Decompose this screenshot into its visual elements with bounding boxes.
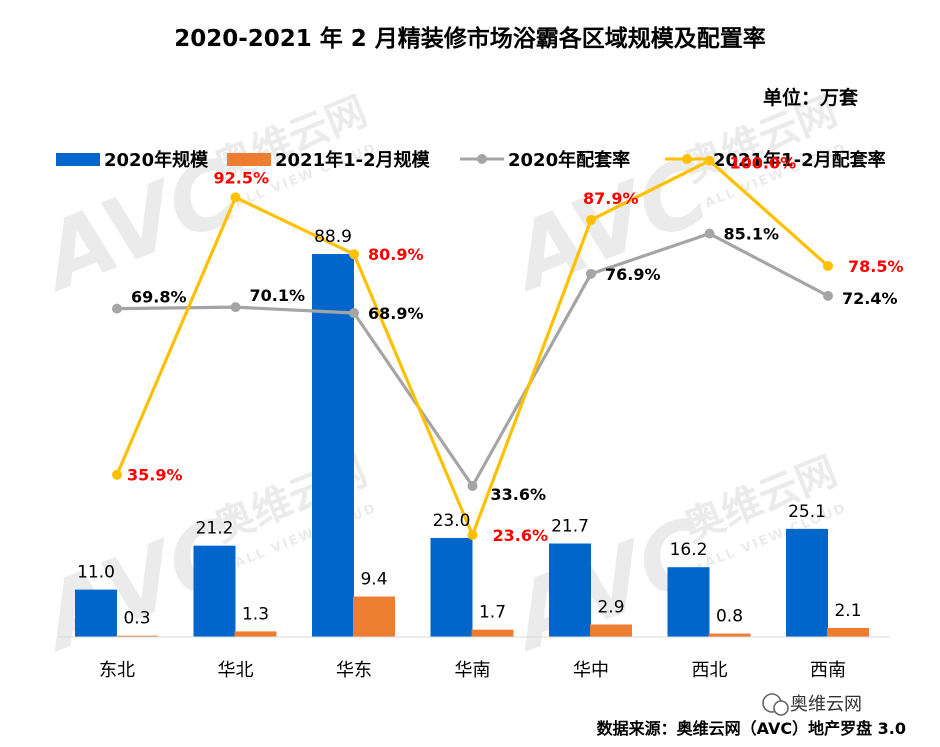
rate-point-2021-5 bbox=[704, 155, 715, 166]
source-note: 数据来源：奥维云网（AVC）地产罗盘 3.0 bbox=[597, 719, 906, 738]
legend-label-0: 2020年规模 bbox=[104, 149, 209, 171]
bar-2020-2 bbox=[312, 254, 354, 637]
legend-marker-3 bbox=[682, 154, 692, 164]
lines bbox=[112, 155, 833, 540]
rate-point-2020-4 bbox=[586, 268, 596, 279]
category-label-1: 华北 bbox=[218, 660, 254, 681]
legend: 2020年规模 2021年1-2月规模 2020年配套率 2021年1-2月配套率 bbox=[56, 149, 886, 171]
bar-label-2021-2: 9.4 bbox=[360, 570, 387, 590]
bar-2020-1 bbox=[193, 545, 236, 637]
rate-point-2020-3 bbox=[467, 481, 478, 491]
bar-label-2021-6: 2.1 bbox=[834, 601, 861, 621]
bar-label-2020-1: 21.2 bbox=[196, 519, 234, 539]
rate-point-2021-3 bbox=[467, 530, 478, 540]
wechat-icon-bubble bbox=[773, 700, 789, 716]
wechat-label: 奥维云网 bbox=[790, 694, 862, 715]
bar-label-2020-2: 88.9 bbox=[314, 227, 352, 247]
category-label-2: 华东 bbox=[336, 660, 372, 681]
rate-point-2020-6 bbox=[823, 290, 833, 301]
rate-point-2020-1 bbox=[230, 302, 241, 313]
rate-point-2020-5 bbox=[704, 228, 715, 239]
rate-label-2021-0: 35.9% bbox=[127, 466, 183, 485]
bar-2020-3 bbox=[430, 537, 473, 637]
category-label-5: 西北 bbox=[692, 660, 728, 681]
unit-label: 单位：万套 bbox=[763, 86, 859, 109]
category-label-0: 东北 bbox=[99, 660, 135, 681]
rate-label-2020-5: 85.1% bbox=[724, 225, 780, 244]
rate-point-2021-2 bbox=[349, 249, 359, 260]
bar-label-2021-3: 1.7 bbox=[479, 603, 506, 623]
bar-label-2020-6: 25.1 bbox=[788, 502, 826, 522]
rate-point-2020-2 bbox=[349, 308, 359, 319]
bar-2020-4 bbox=[549, 543, 591, 637]
category-axis: 东北 华北 华东 华南 华中 西北 西南 bbox=[99, 660, 846, 681]
rate-label-2021-2: 80.9% bbox=[368, 245, 424, 264]
bar-label-2021-0: 0.3 bbox=[123, 609, 150, 629]
bar-label-2020-4: 21.7 bbox=[551, 517, 589, 537]
legend-label-2: 2020年配套率 bbox=[508, 149, 630, 171]
watermark-2: AVC 奥维云网 ALL VIEW CLOUD bbox=[493, 88, 849, 312]
rate-line-2020 bbox=[116, 232, 829, 488]
chart-title: 2020-2021 年 2 月精装修市场浴霸各区域规模及配置率 bbox=[174, 25, 766, 52]
bar-label-2020-3: 23.0 bbox=[433, 511, 471, 531]
rate-point-2021-0 bbox=[112, 469, 122, 480]
rate-label-2021-6: 78.5% bbox=[848, 257, 904, 276]
bars bbox=[75, 254, 869, 637]
bar-label-2021-4: 2.9 bbox=[597, 598, 624, 618]
rate-point-2021-1 bbox=[230, 192, 241, 203]
rate-label-2021-5: 100.0% bbox=[730, 154, 797, 173]
legend-marker-2 bbox=[477, 154, 487, 164]
bar-2021-3 bbox=[471, 629, 514, 637]
legend-swatch-1 bbox=[227, 153, 271, 166]
category-label-6: 西南 bbox=[810, 660, 846, 681]
labels: 11.0 21.2 88.9 23.0 21.7 16.2 25.1 0.3 1.3 9.4 1.7… bbox=[77, 154, 903, 629]
legend-label-3: 2021年1-2月配套率 bbox=[713, 149, 886, 171]
bar-label-2021-5: 0.8 bbox=[716, 607, 743, 627]
bar-2020-6 bbox=[786, 528, 828, 637]
bar-2021-5 bbox=[708, 633, 751, 637]
bar-label-2020-5: 16.2 bbox=[670, 540, 708, 560]
category-label-4: 华中 bbox=[573, 660, 609, 681]
rate-label-2020-1: 70.1% bbox=[250, 286, 306, 305]
rate-label-2020-4: 76.9% bbox=[605, 265, 661, 284]
rate-point-2020-0 bbox=[112, 303, 122, 314]
bar-2021-1 bbox=[234, 631, 277, 637]
rate-label-2020-6: 72.4% bbox=[842, 289, 898, 308]
category-label-3: 华南 bbox=[455, 660, 491, 681]
legend-swatch-0 bbox=[56, 153, 100, 166]
wechat-tag: 奥维云网 bbox=[762, 693, 862, 716]
rate-label-2021-3: 23.6% bbox=[493, 526, 549, 545]
bar-2021-2 bbox=[353, 596, 395, 637]
rate-point-2021-4 bbox=[586, 214, 596, 225]
bar-2021-4 bbox=[590, 624, 632, 637]
bar-label-2021-1: 1.3 bbox=[242, 604, 269, 624]
legend-label-1: 2021年1-2月规模 bbox=[275, 149, 431, 171]
bar-2020-5 bbox=[667, 567, 710, 637]
rate-point-2021-6 bbox=[823, 260, 833, 271]
rate-label-2021-1: 92.5% bbox=[214, 168, 270, 187]
bar-2021-6 bbox=[827, 627, 869, 637]
bar-2020-0 bbox=[75, 589, 117, 637]
rate-label-2020-2: 68.9% bbox=[368, 304, 424, 323]
rate-label-2020-0: 69.8% bbox=[131, 288, 187, 307]
rate-label-2021-4: 87.9% bbox=[583, 189, 639, 208]
bar-label-2020-0: 11.0 bbox=[77, 563, 115, 583]
rate-label-2020-3: 33.6% bbox=[491, 485, 547, 504]
bar-2021-0 bbox=[116, 635, 158, 637]
